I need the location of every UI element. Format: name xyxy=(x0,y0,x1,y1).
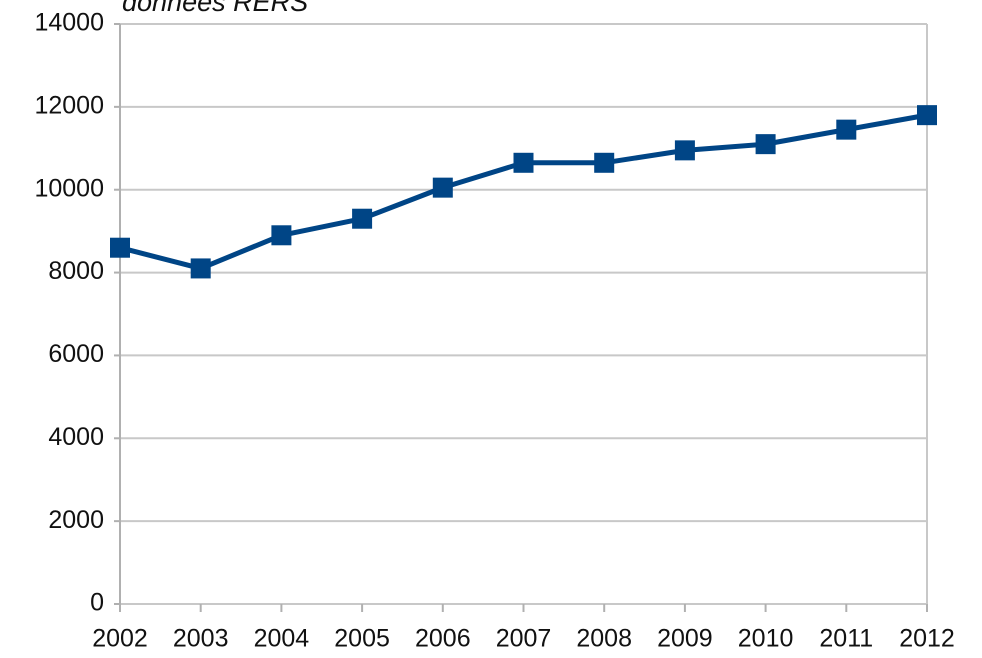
point-marker xyxy=(917,105,937,126)
x-tick-label: 2006 xyxy=(415,625,471,653)
point-marker xyxy=(432,177,453,198)
x-tick-label: 2004 xyxy=(254,625,310,653)
x-tick-label: 2007 xyxy=(496,625,552,653)
point-marker xyxy=(190,258,211,279)
point-marker xyxy=(836,119,857,140)
y-tick-label: 4000 xyxy=(48,423,104,451)
x-tick-label: 2008 xyxy=(576,625,632,653)
y-tick-label: 8000 xyxy=(48,257,104,285)
point-marker xyxy=(755,134,776,155)
point-marker xyxy=(271,225,292,246)
y-tick-label: 12000 xyxy=(34,91,104,119)
point-marker xyxy=(110,237,130,258)
x-tick-label: 2011 xyxy=(819,625,873,653)
point-marker xyxy=(352,208,373,229)
x-tick-label: 2005 xyxy=(334,625,390,653)
y-tick-label: 6000 xyxy=(48,340,104,368)
x-tick-label: 2012 xyxy=(899,625,955,653)
point-marker xyxy=(594,152,615,173)
chart-title: données RERS xyxy=(122,0,308,17)
x-tick-label: 2009 xyxy=(657,625,713,653)
y-tick-label: 14000 xyxy=(34,9,104,37)
x-tick-label: 2003 xyxy=(173,625,229,653)
y-tick-label: 10000 xyxy=(34,174,104,202)
point-marker xyxy=(674,140,695,161)
x-tick-label: 2010 xyxy=(738,625,794,653)
point-marker xyxy=(513,152,534,173)
series-line xyxy=(119,112,928,271)
x-tick-label: 2002 xyxy=(92,625,148,653)
y-tick-label: 2000 xyxy=(48,506,104,534)
y-tick-label: 0 xyxy=(90,589,104,617)
